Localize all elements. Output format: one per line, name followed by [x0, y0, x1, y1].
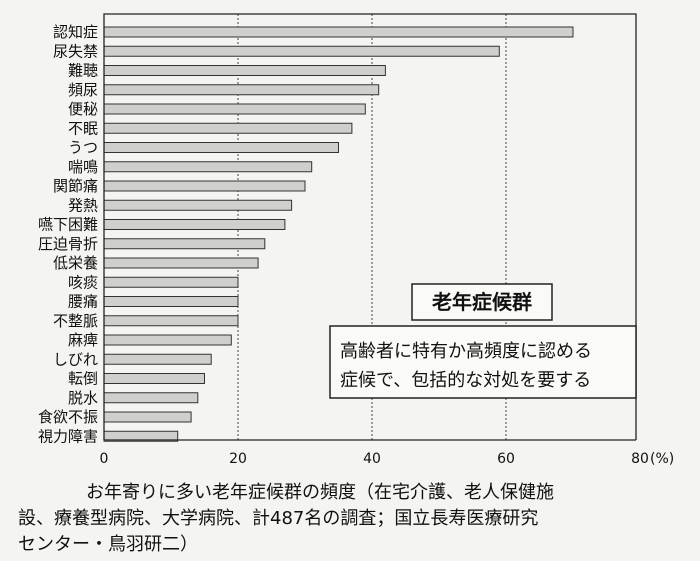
- bar-喘鳴: [103, 161, 313, 173]
- category-label: しびれ: [53, 350, 98, 368]
- category-label: 咳痰: [68, 273, 98, 291]
- bar-食欲不振: [103, 411, 192, 423]
- category-label: 低栄養: [53, 254, 98, 272]
- category-label: 尿失禁: [53, 42, 98, 60]
- bar-嚥下困難: [103, 219, 286, 230]
- category-label: 脱水: [68, 389, 98, 407]
- category-label: 圧迫骨折: [38, 235, 98, 253]
- category-label: 認知症: [53, 23, 98, 41]
- category-label: 不整脈: [53, 312, 98, 330]
- x-tick-label: 60: [497, 451, 515, 467]
- figure-caption: お年寄りに多い老年症候群の頻度（在宅介護、老人保健施 設、療養型病院、大学病院、…: [0, 480, 700, 558]
- x-axis-unit: (%): [650, 451, 674, 467]
- bar-発熱: [103, 199, 293, 211]
- bar-layer: [103, 26, 574, 442]
- category-label: 便秘: [68, 100, 98, 118]
- caption-line-2: 設、療養型病院、大学病院、計487名の調査；国立長寿医療研究: [18, 508, 539, 529]
- bar-頻尿: [103, 84, 380, 96]
- bar-難聴: [103, 65, 386, 76]
- bar-便秘: [103, 103, 366, 115]
- bar-尿失禁: [103, 45, 500, 57]
- caption-line-1: お年寄りに多い老年症候群の頻度（在宅介護、老人保健施: [86, 482, 554, 503]
- bar-しびれ: [103, 353, 212, 365]
- category-label: 関節痛: [53, 177, 98, 195]
- bar-腰痛: [103, 296, 239, 307]
- bar-圧迫骨折: [103, 238, 266, 250]
- category-label: 嚥下困難: [38, 216, 98, 234]
- category-label: 頻尿: [68, 81, 98, 99]
- bar-うつ: [103, 142, 339, 153]
- bar-認知症: [103, 26, 574, 38]
- category-label: 発熱: [68, 196, 98, 214]
- x-tick-labels: 0 20 40 60 80 (%): [100, 451, 675, 467]
- box-desc-frame: [329, 325, 637, 399]
- category-label: 腰痛: [68, 293, 98, 311]
- x-tick-label: 20: [229, 451, 247, 467]
- bar-咳痰: [103, 276, 239, 288]
- category-label: 食欲不振: [38, 408, 98, 426]
- category-labels: 認知症尿失禁難聴頻尿便秘不眠うつ喘鳴関節痛発熱嚥下困難圧迫骨折低栄養咳痰腰痛不整…: [38, 23, 98, 445]
- x-tick-label: 0: [100, 451, 109, 467]
- bar-低栄養: [103, 257, 259, 269]
- category-label: うつ: [68, 139, 98, 157]
- caption-line-3: センター・鳥羽研二）: [18, 534, 198, 555]
- box-title-frame: [411, 283, 553, 321]
- bar-不眠: [103, 122, 353, 134]
- x-tick-label: 40: [363, 451, 381, 467]
- chart-frame: [103, 13, 637, 440]
- box-desc-line1: 高齢者に特有か高頻度に認める: [340, 341, 592, 362]
- bar-不整脈: [103, 315, 239, 327]
- category-label: 視力障害: [38, 427, 98, 445]
- category-label: 難聴: [68, 62, 98, 80]
- bar-転倒: [103, 373, 205, 384]
- category-label: 転倒: [68, 370, 98, 388]
- chart-area: 認知症尿失禁難聴頻尿便秘不眠うつ喘鳴関節痛発熱嚥下困難圧迫骨折低栄養咳痰腰痛不整…: [38, 13, 675, 467]
- bar-関節痛: [103, 180, 306, 192]
- syndrome-box: 老年症候群 高齢者に特有か高頻度に認める 症候で、包括的な対処を要する: [329, 283, 637, 399]
- bar-脱水: [103, 392, 199, 404]
- category-label: 喘鳴: [68, 158, 98, 176]
- x-tick-label: 80: [631, 451, 649, 467]
- category-label: 麻痺: [68, 331, 98, 349]
- box-desc-line2: 症候で、包括的な対処を要する: [340, 370, 591, 391]
- category-label: 不眠: [68, 119, 98, 137]
- box-title: 老年症候群: [432, 290, 532, 314]
- bar-麻痺: [103, 334, 232, 346]
